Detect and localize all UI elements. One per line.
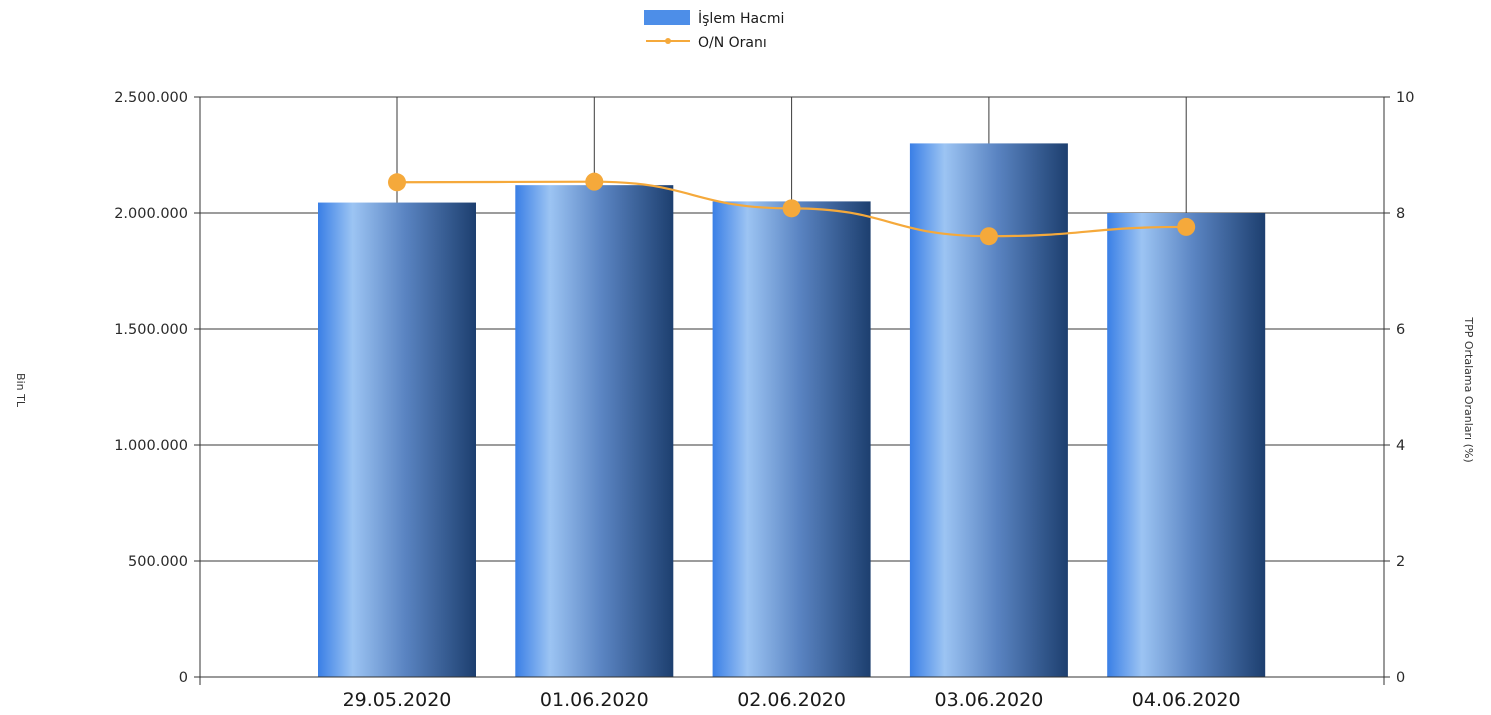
legend-label-line: O/N Oranı	[698, 35, 767, 51]
legend-label-bar: İşlem Hacmi	[698, 9, 784, 27]
x-tick-label-0: 29.05.2020	[343, 689, 452, 711]
legend-swatch-bar	[644, 10, 690, 25]
y2-tick-label-1: 2	[1396, 554, 1405, 570]
legend-swatch-marker	[665, 38, 671, 44]
y-axis-title: Bin TL	[14, 373, 27, 408]
x-tick-label-4: 04.06.2020	[1132, 689, 1241, 711]
bar-1	[515, 185, 674, 677]
y-tick-label-3: 1.500.000	[114, 322, 188, 338]
y2-tick-label-0: 0	[1396, 670, 1405, 686]
y-tick-label-4: 2.000.000	[114, 206, 188, 222]
y2-axis-title: TPP Ortalama Oranları (%)	[1462, 316, 1475, 462]
line-point-3	[979, 227, 998, 246]
legend: İşlem Hacmi O/N Oranı	[644, 9, 784, 51]
line-point-2	[782, 199, 801, 218]
line-series	[388, 172, 1196, 246]
y2-tick-label-5: 10	[1396, 90, 1414, 106]
y2-tick-label-2: 4	[1396, 438, 1405, 454]
x-tick-label-2: 02.06.2020	[737, 689, 846, 711]
y-tick-label-0: 0	[179, 670, 188, 686]
bar-series	[318, 143, 1266, 677]
bar-0	[318, 202, 476, 677]
bar-4	[1107, 213, 1266, 677]
line-point-0	[388, 173, 406, 192]
legend-item-line[interactable]: O/N Oranı	[646, 35, 767, 51]
y2-tick-label-3: 6	[1396, 322, 1405, 338]
tick-labels: 0 500.000 1.000.000 1.500.000 2.000.000 2.500…	[114, 90, 1414, 711]
line-point-1	[585, 172, 604, 191]
x-tick-label-1: 01.06.2020	[540, 689, 649, 711]
y-tick-label-1: 500.000	[128, 554, 188, 570]
y-tick-label-5: 2.500.000	[114, 90, 188, 106]
axes	[194, 96, 1390, 685]
bar-3	[909, 143, 1068, 677]
line-point-4	[1177, 217, 1196, 236]
bar-2	[712, 201, 871, 677]
y-tick-label-2: 1.000.000	[114, 438, 188, 454]
y2-tick-label-4: 8	[1396, 206, 1405, 222]
legend-item-bar[interactable]: İşlem Hacmi	[644, 9, 784, 27]
x-tick-label-3: 03.06.2020	[935, 689, 1044, 711]
